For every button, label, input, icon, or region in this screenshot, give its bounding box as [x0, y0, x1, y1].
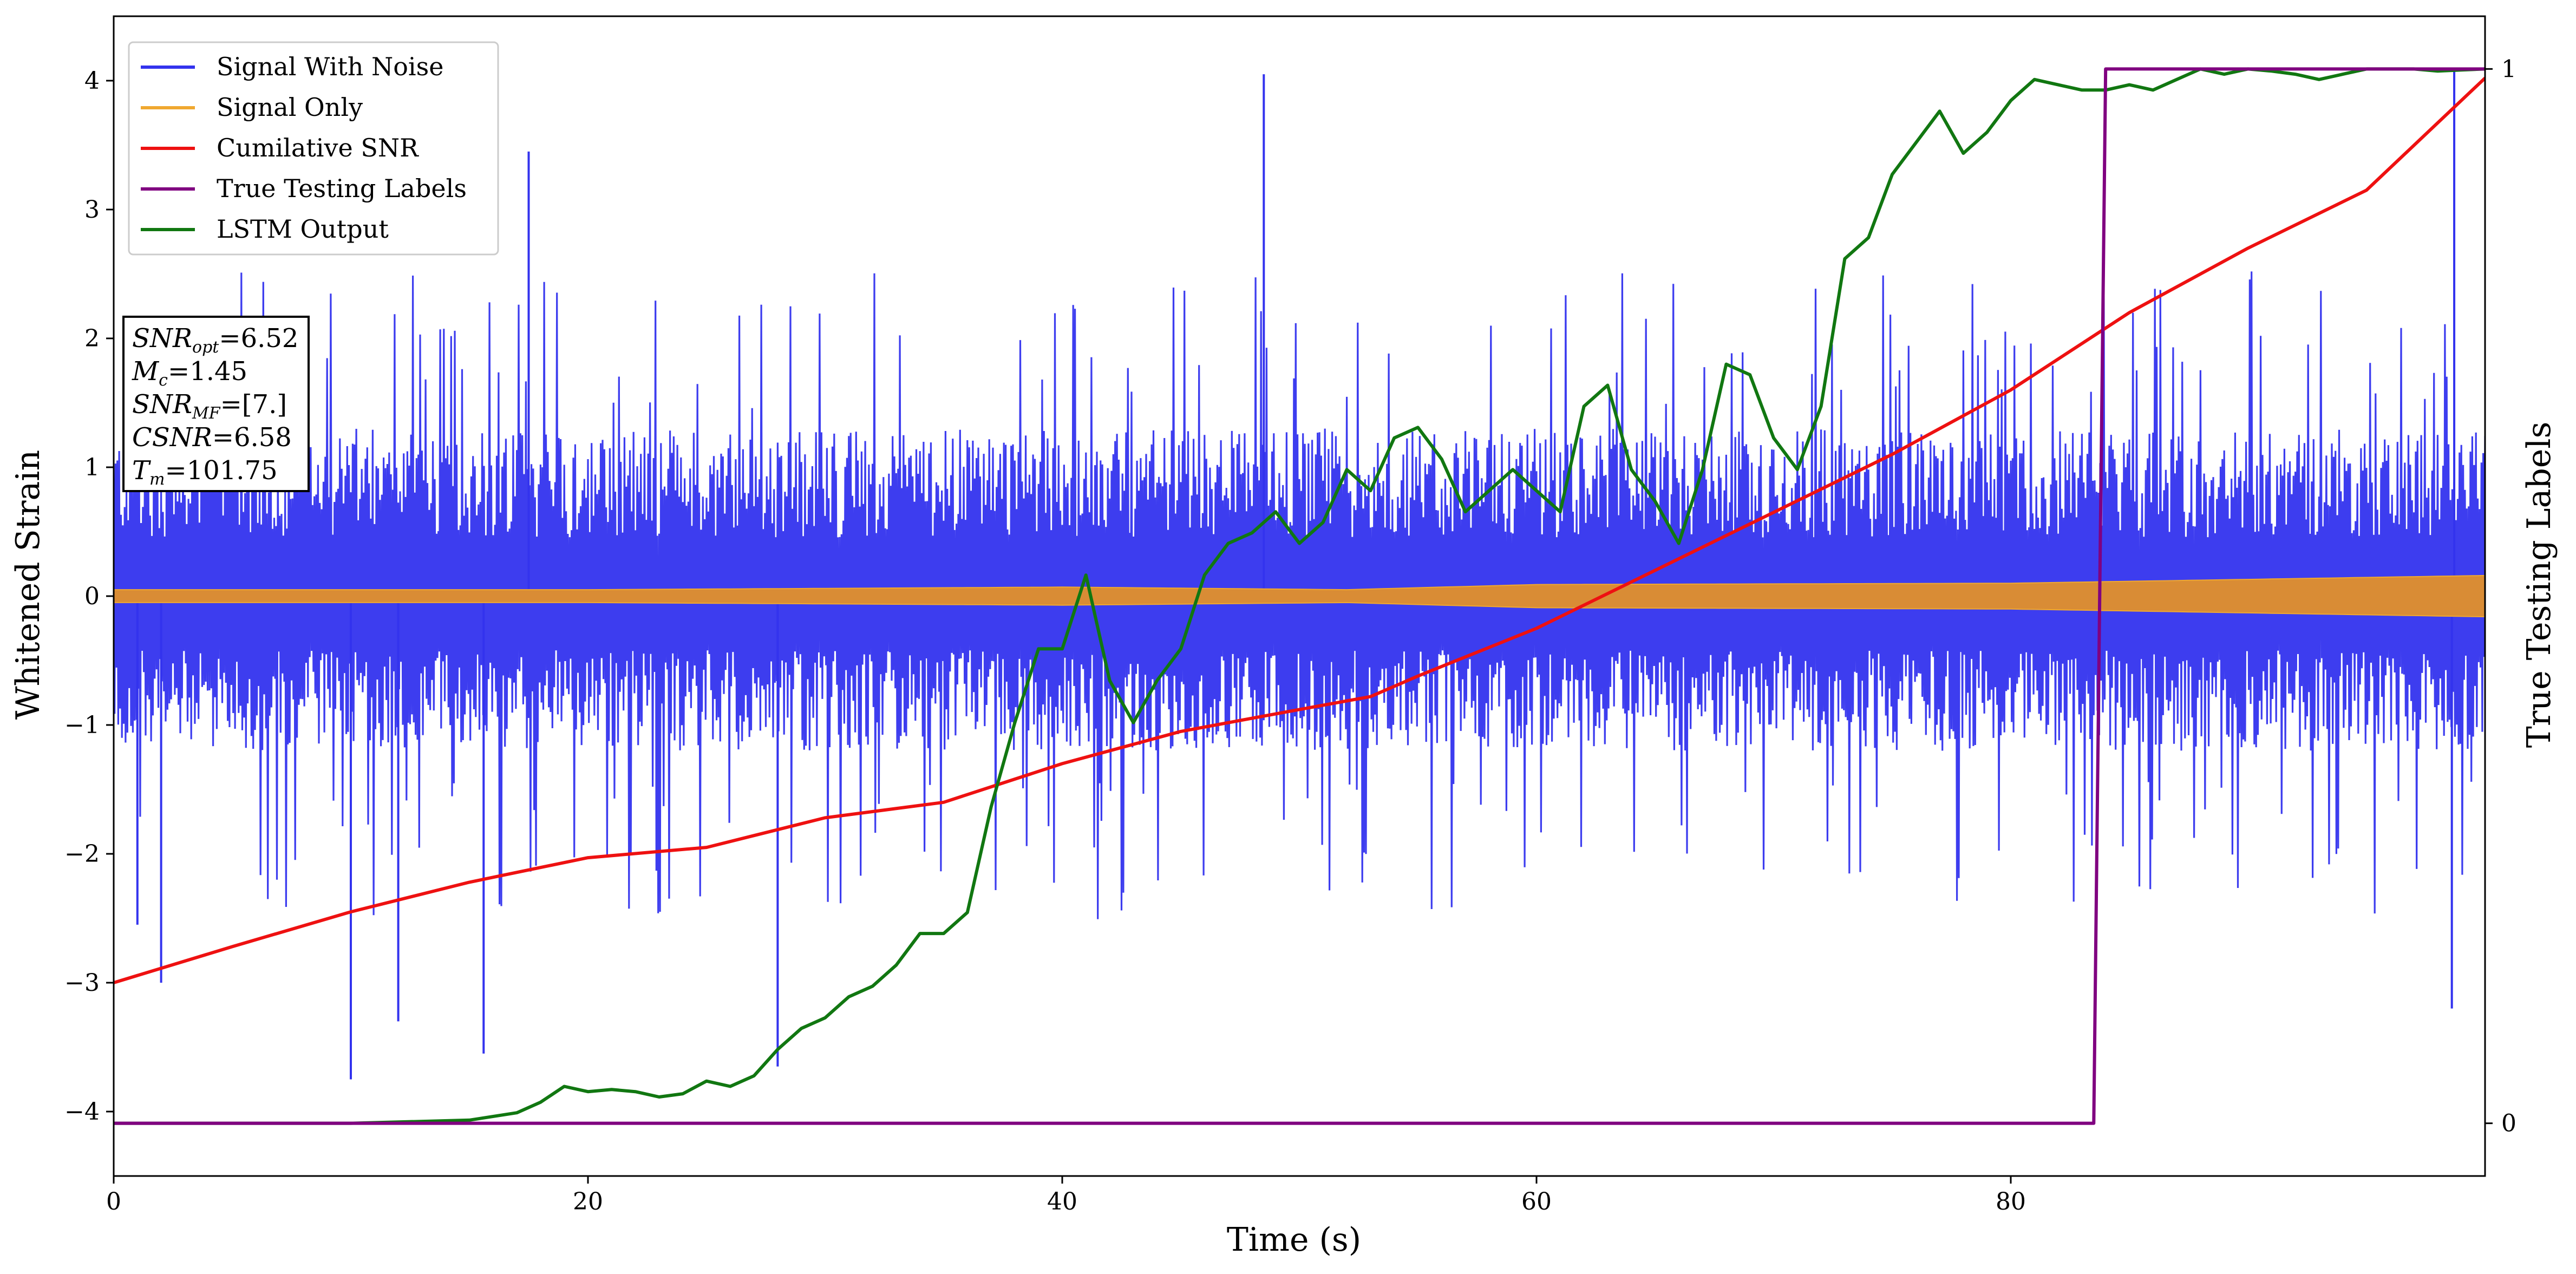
legend-box [128, 41, 499, 256]
legend-label-4: LSTM Output [217, 214, 389, 244]
cumulative-snr-line [114, 77, 2485, 984]
legend-label-1: Signal Only [217, 93, 363, 122]
series-lines-layer [114, 67, 2485, 1125]
y-tick-label--4: −4 [64, 1098, 100, 1126]
legend-label-3: True Testing Labels [217, 174, 467, 203]
y-tick-label-2: 2 [84, 325, 100, 352]
x-tick-label-0: 0 [106, 1188, 121, 1216]
x-tick-label-60: 60 [1521, 1188, 1552, 1216]
x-tick-label-20: 20 [573, 1188, 603, 1216]
y-tick-label-3: 3 [84, 196, 100, 224]
y-tick-label-4: 4 [84, 67, 100, 95]
annotation-frame [122, 316, 310, 492]
y-tick-label--1: −1 [64, 711, 100, 739]
parameter-annotation-box: SNRopt=6.52Mc=1.45SNRMF=[7.]CSNR=6.58Tm=… [122, 316, 310, 492]
legend-label-2: Cumilative SNR [217, 133, 419, 162]
y-tick-label--3: −3 [64, 969, 100, 997]
x-tick-label-80: 80 [1996, 1188, 2026, 1216]
x-axis-title: Time (s) [1227, 1221, 1361, 1259]
annotation-line-2: SNRMF=[7.] [132, 389, 287, 423]
y-tick-label-0: 0 [84, 583, 100, 610]
signal-only-layer [114, 574, 2485, 618]
true-testing-labels-line [114, 67, 2485, 1125]
x-tick-label-40: 40 [1047, 1188, 1077, 1216]
y2-tick-label-1: 1 [2501, 55, 2516, 83]
signal-with-noise-trace [114, 271, 2485, 919]
legend: Signal With Noise Signal Only Cumilative S… [128, 41, 499, 256]
annotation-line-0: SNRopt=6.52 [132, 323, 298, 357]
y2-axis-title: True Testing Labels [2520, 422, 2558, 748]
y-tick-label--2: −2 [64, 840, 100, 868]
y-tick-label-1: 1 [84, 454, 100, 481]
y2-tick-label-0: 0 [2501, 1110, 2516, 1138]
legend-label-0: Signal With Noise [217, 52, 443, 81]
annotation-line-3: CSNR=6.58 [132, 422, 292, 453]
y-axis-title: Whitened Strain [9, 450, 47, 720]
lstm-output-line [114, 67, 2485, 1125]
annotation-line-1: Mc=1.45 [132, 356, 247, 390]
signal-only-band [114, 574, 2485, 618]
annotation-line-4: Tm=101.75 [132, 455, 278, 489]
